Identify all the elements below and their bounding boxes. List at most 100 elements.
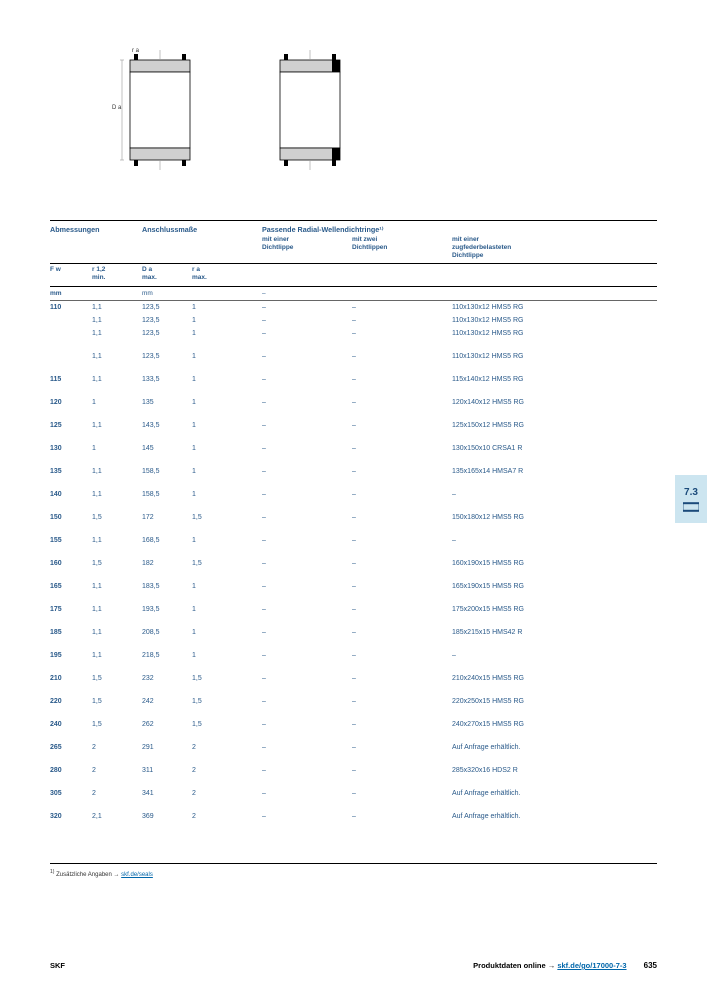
page-footer: SKF Produktdaten online → skf.de/go/1700… xyxy=(50,961,657,970)
header-dichtringe: Passende Radial-Wellendichtringe¹⁾ xyxy=(262,225,652,234)
cell-Fw: 210 xyxy=(50,675,92,682)
table-row: 1251,1143,51––125x150x12 HMS5 RG xyxy=(50,419,657,432)
cell-Fw: 160 xyxy=(50,560,92,567)
cell-seal2: – xyxy=(352,353,452,360)
cell-Da: 262 xyxy=(142,721,192,728)
cell-seal1: – xyxy=(262,491,352,498)
table-row: 1551,1168,51––– xyxy=(50,534,657,547)
unit-mm1: mm xyxy=(50,290,92,297)
cell-r12: 1,1 xyxy=(92,468,142,475)
cell-ra: 1,5 xyxy=(192,675,262,682)
cell-seal3: 130x150x10 CRSA1 R xyxy=(452,445,652,452)
cell-r12: 1,1 xyxy=(92,652,142,659)
cell-r12: 1,5 xyxy=(92,721,142,728)
section-tab: 7.3 xyxy=(675,475,707,523)
footer-right: Produktdaten online → skf.de/go/17000-7-… xyxy=(473,961,657,970)
table-row: 1,1123,51––110x130x12 HMS5 RG xyxy=(50,327,657,340)
cell-ra: 2 xyxy=(192,767,262,774)
cell-Da: 369 xyxy=(142,813,192,820)
cell-r12: 1,5 xyxy=(92,675,142,682)
table-row: 2201,52421,5––220x250x15 HMS5 RG xyxy=(50,695,657,708)
cell-Fw: 185 xyxy=(50,629,92,636)
diagram-left: r a D a xyxy=(110,50,210,170)
table-row: 1601,51821,5––160x190x15 HMS5 RG xyxy=(50,557,657,570)
data-table: Abmessungen Anschlussmaße Passende Radia… xyxy=(50,220,657,823)
cell-seal1: – xyxy=(262,606,352,613)
cell-seal3: 160x190x15 HMS5 RG xyxy=(452,560,652,567)
cell-seal1: – xyxy=(262,767,352,774)
cell-seal1: – xyxy=(262,445,352,452)
cell-seal3: 110x130x12 HMS5 RG xyxy=(452,353,652,360)
cell-seal1: – xyxy=(262,376,352,383)
table-header-symbols: F w r 1,2min. D amax. r amax. xyxy=(50,264,657,287)
cell-ra: 1 xyxy=(192,583,262,590)
cell-seal1: – xyxy=(262,468,352,475)
cell-ra: 2 xyxy=(192,744,262,751)
cell-seal1: – xyxy=(262,790,352,797)
col-r12: r 1,2min. xyxy=(92,266,142,282)
cell-seal2: – xyxy=(352,376,452,383)
cell-Da: 183,5 xyxy=(142,583,192,590)
cell-Da: 123,5 xyxy=(142,304,192,311)
cell-Fw: 280 xyxy=(50,767,92,774)
cell-r12: 1,1 xyxy=(92,422,142,429)
table-row: 1151,1133,51––115x140x12 HMS5 RG xyxy=(50,373,657,386)
cell-r12: 1,1 xyxy=(92,629,142,636)
cell-ra: 1,5 xyxy=(192,698,262,705)
cell-ra: 1 xyxy=(192,422,262,429)
cell-seal3: 120x140x12 HMS5 RG xyxy=(452,399,652,406)
cell-ra: 1,5 xyxy=(192,514,262,521)
label-Da: D a xyxy=(112,105,121,111)
cell-seal3: – xyxy=(452,537,652,544)
col-Da: D amax. xyxy=(142,266,192,282)
cell-Fw: 320 xyxy=(50,813,92,820)
cell-seal3: 135x165x14 HMSA7 R xyxy=(452,468,652,475)
cell-seal2: – xyxy=(352,445,452,452)
cell-Fw: 175 xyxy=(50,606,92,613)
cell-Da: 123,5 xyxy=(142,353,192,360)
col-ra: r amax. xyxy=(192,266,262,282)
unit-dash: – xyxy=(262,290,352,297)
cell-seal2: – xyxy=(352,675,452,682)
cell-seal3: 210x240x15 HMS5 RG xyxy=(452,675,652,682)
table-row: 1351,1158,51––135x165x14 HMSA7 R xyxy=(50,465,657,478)
bearing-icon xyxy=(683,502,699,512)
col-Fw: F w xyxy=(50,266,92,282)
cell-ra: 1 xyxy=(192,652,262,659)
page-number: 635 xyxy=(644,961,657,970)
cell-seal2: – xyxy=(352,399,452,406)
cell-seal3: 110x130x12 HMS5 RG xyxy=(452,304,652,311)
cell-seal1: – xyxy=(262,317,352,324)
cell-r12: 1,1 xyxy=(92,491,142,498)
cell-r12: 1,5 xyxy=(92,698,142,705)
cell-Da: 193,5 xyxy=(142,606,192,613)
cell-seal2: – xyxy=(352,468,452,475)
cell-ra: 1 xyxy=(192,491,262,498)
cell-ra: 1 xyxy=(192,304,262,311)
cell-seal1: – xyxy=(262,399,352,406)
cell-Fw: 125 xyxy=(50,422,92,429)
cell-seal2: – xyxy=(352,537,452,544)
cell-Fw: 150 xyxy=(50,514,92,521)
diagram-right xyxy=(260,50,360,170)
cell-r12: 1,1 xyxy=(92,537,142,544)
cell-Da: 291 xyxy=(142,744,192,751)
cell-seal2: – xyxy=(352,514,452,521)
cell-seal3: 175x200x15 HMS5 RG xyxy=(452,606,652,613)
footnote-link[interactable]: skf.de/seals xyxy=(121,872,153,878)
cell-Da: 123,5 xyxy=(142,317,192,324)
table-row: 2401,52621,5––240x270x15 HMS5 RG xyxy=(50,718,657,731)
footer-link[interactable]: skf.de/go/17000-7-3 xyxy=(557,961,626,970)
table-units: mm mm – xyxy=(50,287,657,301)
cell-Da: 123,5 xyxy=(142,330,192,337)
bearing-svg-right xyxy=(260,50,360,170)
sub-feder: mit einerzugfederbelastetenDichtlippe xyxy=(452,236,652,259)
cell-seal2: – xyxy=(352,606,452,613)
cell-seal1: – xyxy=(262,422,352,429)
cell-seal3: 110x130x12 HMS5 RG xyxy=(452,317,652,324)
cell-r12: 2 xyxy=(92,767,142,774)
cell-r12: 2,1 xyxy=(92,813,142,820)
cell-Da: 158,5 xyxy=(142,468,192,475)
cell-seal1: – xyxy=(262,629,352,636)
header-anschluss: Anschlussmaße xyxy=(142,225,262,259)
